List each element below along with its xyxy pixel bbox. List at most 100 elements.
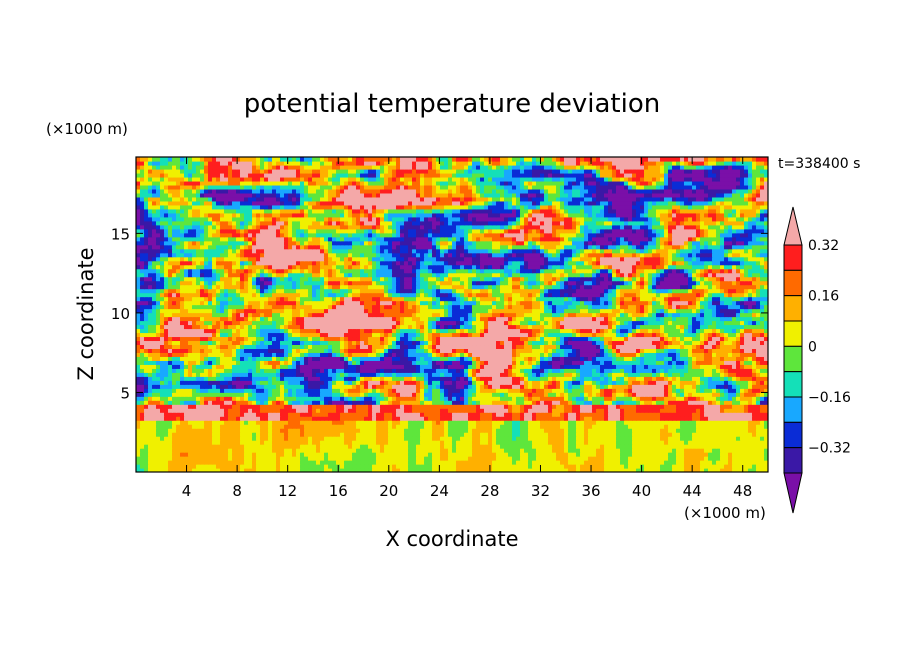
field-cell xyxy=(600,456,605,461)
field-cell xyxy=(304,376,309,381)
field-cell xyxy=(380,400,385,405)
field-cell xyxy=(388,408,393,413)
field-cell xyxy=(720,396,725,401)
field-cell xyxy=(632,376,637,381)
field-cell xyxy=(672,428,677,433)
field-cell xyxy=(740,452,745,457)
field-cell xyxy=(660,384,665,389)
field-cell xyxy=(400,348,405,353)
field-cell xyxy=(220,360,225,365)
field-cell xyxy=(248,400,253,405)
field-cell xyxy=(704,424,709,429)
field-cell xyxy=(420,464,425,469)
field-cell xyxy=(476,408,481,413)
field-cell xyxy=(292,400,297,405)
field-cell xyxy=(204,364,209,369)
field-cell xyxy=(392,424,397,429)
field-cell xyxy=(696,408,701,413)
field-cell xyxy=(148,360,153,365)
field-cell xyxy=(524,400,529,405)
field-cell xyxy=(528,400,533,405)
field-cell xyxy=(224,460,229,465)
field-cell xyxy=(568,460,573,465)
field-cell xyxy=(428,360,433,365)
field-cell xyxy=(540,380,545,385)
field-cell xyxy=(472,384,477,389)
field-cell xyxy=(692,412,697,417)
field-cell xyxy=(536,444,541,449)
field-cell xyxy=(604,364,609,369)
field-cell xyxy=(220,388,225,393)
field-cell xyxy=(752,388,757,393)
field-cell xyxy=(528,460,533,465)
field-cell xyxy=(200,368,205,373)
field-cell xyxy=(744,380,749,385)
field-cell xyxy=(420,360,425,365)
field-cell xyxy=(180,384,185,389)
field-cell xyxy=(316,396,321,401)
field-cell xyxy=(652,448,657,453)
field-cell xyxy=(696,368,701,373)
field-cell xyxy=(340,356,345,361)
field-cell xyxy=(592,408,597,413)
field-cell xyxy=(700,392,705,397)
field-cell xyxy=(700,380,705,385)
field-cell xyxy=(728,380,733,385)
field-cell xyxy=(308,424,313,429)
field-cell xyxy=(200,396,205,401)
field-cell xyxy=(736,404,741,409)
field-cell xyxy=(580,368,585,373)
field-cell xyxy=(628,380,633,385)
field-cell xyxy=(552,376,557,381)
field-cell xyxy=(648,348,653,353)
field-cell xyxy=(508,424,513,429)
field-cell xyxy=(620,416,625,421)
field-cell xyxy=(176,444,181,449)
field-cell xyxy=(404,432,409,437)
field-cell xyxy=(568,468,573,472)
field-cell xyxy=(592,452,597,457)
field-cell xyxy=(628,348,633,353)
field-cell xyxy=(176,384,181,389)
field-cell xyxy=(552,420,557,425)
field-cell xyxy=(700,448,705,453)
field-cell xyxy=(744,444,749,449)
field-cell xyxy=(624,428,629,433)
field-cell xyxy=(684,348,689,353)
field-cell xyxy=(212,424,217,429)
field-cell xyxy=(280,456,285,461)
field-cell xyxy=(344,392,349,397)
field-cell xyxy=(348,376,353,381)
field-cell xyxy=(380,432,385,437)
field-cell xyxy=(480,376,485,381)
field-cell xyxy=(244,400,249,405)
field-cell xyxy=(420,412,425,417)
field-cell xyxy=(284,456,289,461)
field-cell xyxy=(520,384,525,389)
field-cell xyxy=(644,444,649,449)
field-cell xyxy=(464,372,469,377)
field-cell xyxy=(556,424,561,429)
field-cell xyxy=(584,452,589,457)
field-cell xyxy=(140,432,145,437)
field-cell xyxy=(656,372,661,377)
field-cell xyxy=(192,408,197,413)
field-cell xyxy=(280,404,285,409)
field-cell xyxy=(212,428,217,433)
field-cell xyxy=(348,412,353,417)
field-cell xyxy=(304,384,309,389)
field-cell xyxy=(284,460,289,465)
field-cell xyxy=(412,404,417,409)
field-cell xyxy=(200,376,205,381)
field-cell xyxy=(720,400,725,405)
field-cell xyxy=(664,388,669,393)
field-cell xyxy=(504,424,509,429)
field-cell xyxy=(424,344,429,349)
field-cell xyxy=(504,428,509,433)
field-cell xyxy=(480,396,485,401)
field-cell xyxy=(472,372,477,377)
field-cell xyxy=(236,384,241,389)
field-cell xyxy=(372,372,377,377)
field-cell xyxy=(716,404,721,409)
field-cell xyxy=(388,468,393,472)
